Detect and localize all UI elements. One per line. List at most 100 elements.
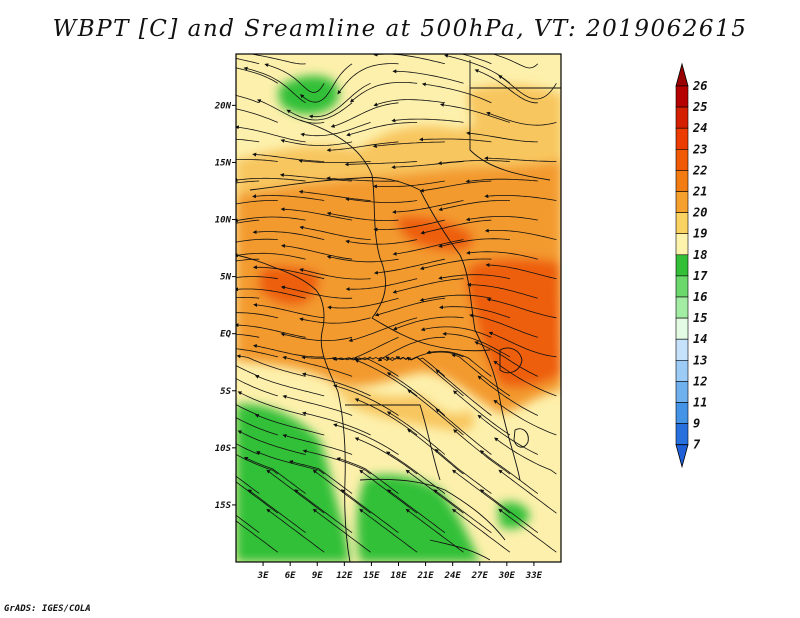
streamline — [326, 255, 399, 263]
streamline — [282, 433, 353, 455]
streamline — [312, 508, 371, 553]
streamline — [479, 489, 539, 534]
streamline — [253, 302, 325, 319]
streamline — [437, 160, 510, 166]
colorbar-label: 11 — [693, 396, 707, 410]
streamline — [286, 102, 353, 121]
streamline — [467, 282, 538, 299]
lat-tick-label: 15S — [215, 501, 232, 511]
streamline — [298, 189, 371, 201]
streamline — [256, 99, 325, 124]
lat-tick-label: 10S — [215, 444, 232, 454]
colorbar-swatch — [675, 85, 689, 108]
streamline — [492, 54, 539, 69]
streamline — [386, 411, 446, 455]
streamline — [465, 178, 538, 184]
streamline — [392, 278, 464, 294]
streamline — [345, 197, 418, 203]
colorbar-label: 23 — [692, 142, 707, 156]
streamline — [236, 296, 260, 299]
streamline — [420, 326, 492, 338]
colorbar-swatch — [675, 423, 689, 446]
streamline — [348, 317, 418, 343]
streamline — [236, 252, 306, 260]
streamline — [493, 360, 557, 397]
lon-tick-label: 12E — [336, 571, 353, 581]
orange-dark-west — [258, 266, 320, 306]
boundary-south-1 — [345, 404, 441, 481]
streamline — [426, 350, 492, 377]
streamline — [254, 374, 325, 397]
streamline — [254, 414, 325, 436]
colorbar-swatch — [675, 212, 689, 235]
colorbar-label: 9 — [693, 417, 700, 431]
boundary-north-1 — [249, 177, 421, 191]
streamline — [299, 317, 371, 324]
boundary-north-2 — [299, 119, 386, 319]
colorbar-swatch — [675, 338, 689, 361]
colorbar-label: 24 — [692, 121, 707, 135]
lake-east — [499, 347, 523, 374]
streamline — [301, 372, 371, 397]
streamline — [264, 63, 325, 93]
streamline — [288, 460, 353, 494]
streamline — [236, 108, 278, 123]
streamline — [252, 230, 325, 240]
streamline — [236, 453, 279, 475]
colorbar-label: 18 — [693, 248, 707, 262]
streamline — [488, 331, 557, 358]
streamline — [374, 297, 445, 317]
latitude-ticks: 20N 15N 10N 5N EQ 5S 10S 15S — [214, 101, 236, 511]
streamline — [280, 138, 353, 146]
streamline — [479, 450, 539, 494]
lon-tick-label: 18E — [390, 571, 407, 581]
streamline — [332, 356, 399, 377]
streamline — [439, 305, 511, 319]
streamline — [298, 158, 371, 163]
lon-tick-label: 6E — [285, 571, 296, 581]
streamline — [340, 489, 399, 534]
streamline — [345, 278, 418, 292]
streamline — [421, 82, 492, 104]
colorbar-label: 19 — [693, 227, 707, 241]
streamline — [326, 211, 399, 221]
streamline — [485, 263, 557, 280]
colorbar: 26 25 24 23 22 21 20 19 18 17 16 15 14 13 12 11 9 7 — [675, 62, 708, 469]
lat-tick-label: 5S — [220, 387, 231, 397]
streamline — [333, 384, 399, 416]
streamline — [326, 141, 399, 153]
streamline — [337, 63, 399, 95]
streamlines-layer — [236, 54, 557, 553]
streamline — [484, 228, 557, 240]
streamline — [420, 219, 492, 235]
streamline — [236, 177, 306, 182]
streamline — [484, 194, 557, 201]
streamline — [236, 216, 306, 223]
streamline — [279, 173, 353, 182]
colorbar-label: 20 — [692, 206, 707, 220]
colorbar-label: 17 — [693, 269, 708, 283]
colorbar-label: 26 — [692, 79, 707, 93]
streamline — [345, 239, 418, 245]
streamline — [236, 404, 260, 416]
streamline — [419, 258, 492, 271]
orange-mid-ne — [491, 198, 561, 260]
streamline — [280, 332, 353, 341]
colorbar-swatch — [675, 402, 689, 424]
streamline — [474, 341, 538, 377]
colorbar-label: 15 — [693, 311, 707, 325]
streamline — [460, 54, 492, 65]
streamline — [451, 353, 511, 397]
streamline — [294, 489, 353, 534]
streamline — [236, 365, 260, 377]
lon-tick-label: 30E — [498, 571, 516, 581]
colorbar-bottom-arrow — [675, 444, 689, 469]
streamline — [252, 152, 325, 162]
streamline — [299, 225, 371, 240]
streamline — [498, 508, 557, 553]
coastline-west — [236, 254, 351, 562]
streamline — [419, 137, 492, 143]
streamline — [392, 316, 464, 331]
streamline — [435, 369, 492, 416]
orange-band — [236, 144, 561, 413]
